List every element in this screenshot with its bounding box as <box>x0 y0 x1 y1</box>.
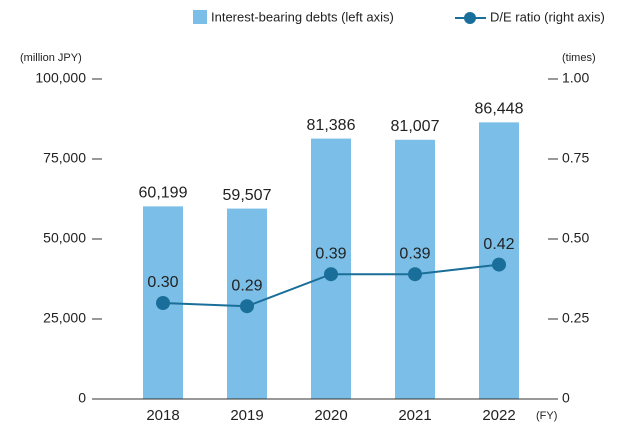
x-axis-label: (FY) <box>536 410 557 422</box>
legend-label: Interest-bearing debts (left axis) <box>211 9 394 24</box>
bar-value-label: 59,507 <box>223 187 272 204</box>
bar-value-label: 86,448 <box>475 101 524 118</box>
line-value-label: 0.39 <box>315 245 346 262</box>
legend-swatch <box>193 10 207 24</box>
y2-tick-label: 1.00 <box>562 70 589 86</box>
y-tick-label: 100,000 <box>35 70 86 86</box>
x-tick-label: 2019 <box>230 407 263 424</box>
y-tick-label: 0 <box>78 390 86 406</box>
line-point <box>492 257 506 272</box>
y2-tick-label: 0.75 <box>562 150 589 166</box>
y-tick-label: 25,000 <box>43 310 86 326</box>
bar-value-label: 60,199 <box>139 185 188 202</box>
y2-axis-label: (times) <box>562 52 596 64</box>
bar-value-label: 81,007 <box>391 118 440 135</box>
line-value-label: 0.29 <box>231 277 262 294</box>
x-tick-label: 2021 <box>398 407 431 424</box>
y2-tick-label: 0.25 <box>562 310 589 326</box>
line-point <box>156 296 170 310</box>
y-axis-label: (million JPY) <box>20 52 82 64</box>
y-tick-label: 50,000 <box>43 230 86 246</box>
line-point <box>324 267 338 282</box>
line-point <box>240 299 254 314</box>
line-value-label: 0.39 <box>399 245 430 262</box>
line-value-label: 0.30 <box>147 274 178 291</box>
x-tick-label: 2022 <box>482 407 515 424</box>
x-tick-label: 2020 <box>314 407 347 424</box>
y-tick-label: 75,000 <box>43 150 86 166</box>
line-value-label: 0.42 <box>483 236 514 253</box>
x-tick-label: 2018 <box>146 407 179 424</box>
bar-value-label: 81,386 <box>307 117 356 134</box>
y2-tick-label: 0 <box>562 390 570 406</box>
line-point <box>408 267 422 282</box>
legend-label: D/E ratio (right axis) <box>490 9 605 24</box>
y2-tick-label: 0.50 <box>562 230 589 246</box>
legend-marker <box>464 12 476 24</box>
